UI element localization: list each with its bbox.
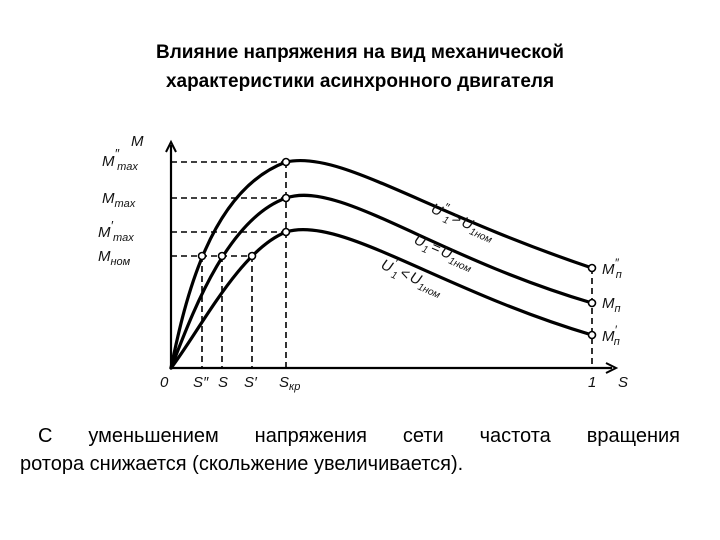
right-label-upper: M″ п [602,256,622,281]
xtick-s: S [218,374,228,391]
xtick-skr: Sкр [279,374,300,393]
xtick-s2: S″ [193,374,209,391]
ytick-mnom: Mном [98,248,131,268]
right-label-lower: M′ п [602,323,620,348]
y-axis-label: M [131,133,144,150]
slide-caption: С уменьшением напряжения сети частота вр… [20,422,680,478]
title-line-2: характеристики асинхронного двигателя [165,71,555,92]
curve-lower [169,227,594,370]
marker-lower-peak [281,227,291,237]
caption-line-2: ротора снижается (скольжение увеличивает… [20,453,464,475]
marker-middle-start [587,298,597,308]
one-label: 1 [588,374,596,391]
origin-label: 0 [160,374,169,391]
xtick-s1: S′ [244,374,258,391]
marker-middle-nom [217,251,227,261]
curve-label-upper: U″1>U1ном [427,196,499,246]
right-label-middle: Mп [602,295,621,315]
axes [165,139,619,374]
x-axis-arrow [605,362,619,374]
caption-line-1: С уменьшением напряжения сети частота вр… [38,425,680,447]
ytick-mmax2: M″ max [102,146,138,173]
title-line-1: Влияние напряжения на вид механической [156,42,564,63]
y-axis-arrow [165,139,177,153]
marker-lower-nom [247,251,257,261]
marker-lower-start [587,330,597,340]
curve-middle [169,193,594,370]
marker-upper-start [587,263,597,273]
ytick-mmax1: M′max [98,218,134,244]
marker-upper-peak [281,157,291,167]
ytick-mmax: Mmax [102,190,136,210]
x-axis-label: S [618,374,628,391]
markers [197,157,597,340]
slide-title: Влияние напряжения на вид механической х… [0,38,720,96]
marker-upper-nom [197,251,207,261]
marker-middle-peak [281,193,291,203]
